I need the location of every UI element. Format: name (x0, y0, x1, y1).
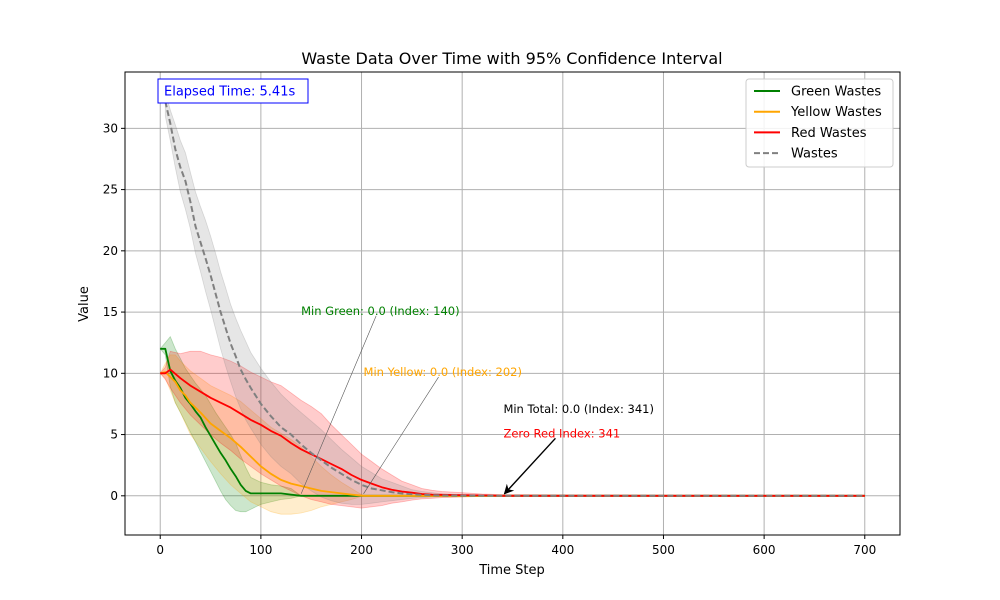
y-tick-label: 20 (103, 244, 118, 258)
x-tick-label: 500 (652, 543, 675, 557)
x-tick-label: 400 (551, 543, 574, 557)
legend-label: Red Wastes (791, 126, 867, 141)
y-tick-label: 5 (110, 428, 118, 442)
axis-ticks: 0 100 200 300 400 500 600 700 0 5 10 15 20 25 30 (103, 121, 877, 557)
annotations: Min Green: 0.0 (Index: 140) Min Yellow: 0… (300, 304, 654, 495)
green-wastes-ci-band (159, 335, 865, 513)
annotation-arrow (503, 437, 556, 495)
annotation-label: Zero Red Index: 341 (503, 426, 620, 440)
legend-label: Wastes (791, 147, 838, 162)
x-tick-label: 700 (853, 543, 876, 557)
chart-title: Waste Data Over Time with 95% Confidence… (301, 49, 722, 68)
x-tick-label: 0 (156, 543, 164, 557)
legend: Green Wastes Yellow Wastes Red Wastes Waste… (745, 78, 894, 168)
annotation-label: Min Total: 0.0 (Index: 341) (503, 402, 654, 416)
series-lines (159, 101, 865, 497)
annotation-label: Min Yellow: 0.0 (Index: 202) (364, 365, 522, 379)
x-tick-label: 600 (753, 543, 776, 557)
x-tick-label: 300 (451, 543, 474, 557)
y-tick-label: 25 (103, 183, 118, 197)
y-tick-label: 10 (103, 366, 118, 380)
legend-label: Green Wastes (791, 85, 881, 100)
y-tick-label: 0 (110, 489, 118, 503)
elapsed-time-frame (157, 78, 309, 104)
annotation-arrow (300, 315, 377, 494)
annotation-arrow (363, 376, 439, 494)
y-axis-label: Value (77, 286, 92, 322)
y-tick-label: 15 (103, 305, 118, 319)
elapsed-time-text: Elapsed Time: 5.41s (164, 85, 295, 100)
yellow-wastes-line (159, 371, 865, 497)
plot-frame (124, 71, 901, 536)
legend-frame (745, 78, 894, 168)
annotation-label: Min Green: 0.0 (Index: 140) (301, 304, 459, 318)
x-tick-label: 200 (350, 543, 373, 557)
green-wastes-line (160, 347, 865, 497)
yellow-wastes-ci-band (159, 354, 865, 515)
legend-label: Yellow Wastes (790, 105, 882, 120)
x-axis-label: Time Step (478, 563, 545, 578)
wastes-line (164, 101, 865, 497)
x-tick-label: 100 (249, 543, 272, 557)
elapsed-time-box: Elapsed Time: 5.41s (157, 78, 309, 104)
y-tick-label: 30 (103, 121, 118, 135)
